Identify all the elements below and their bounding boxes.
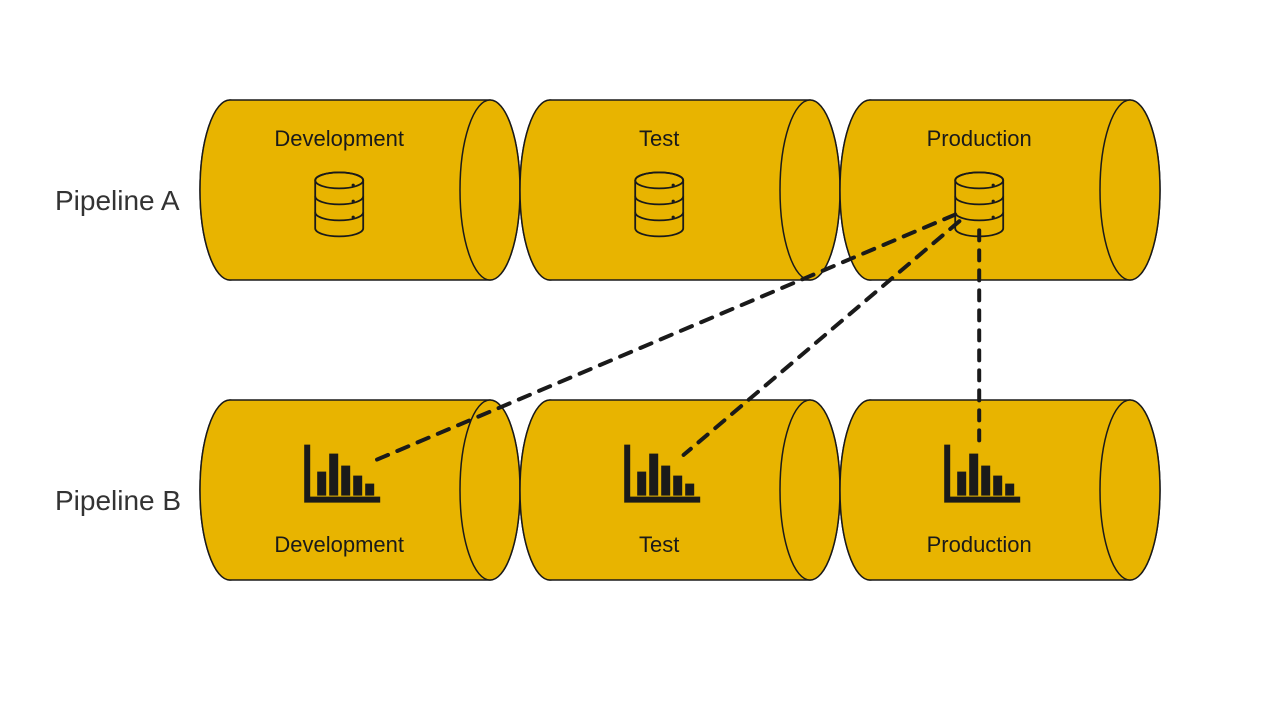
pipeline-b-label: Pipeline B: [55, 485, 181, 516]
a-dev-label: Development: [274, 126, 404, 151]
pipeline-diagram: Pipeline A Development Test Production Pipel…: [0, 0, 1280, 720]
b-test-label: Test: [639, 532, 679, 557]
a-prod-label: Production: [927, 126, 1032, 151]
pipeline-a-label: Pipeline A: [55, 185, 180, 216]
b-prod-label: Production: [927, 532, 1032, 557]
b-dev-label: Development: [274, 532, 404, 557]
a-test-label: Test: [639, 126, 679, 151]
